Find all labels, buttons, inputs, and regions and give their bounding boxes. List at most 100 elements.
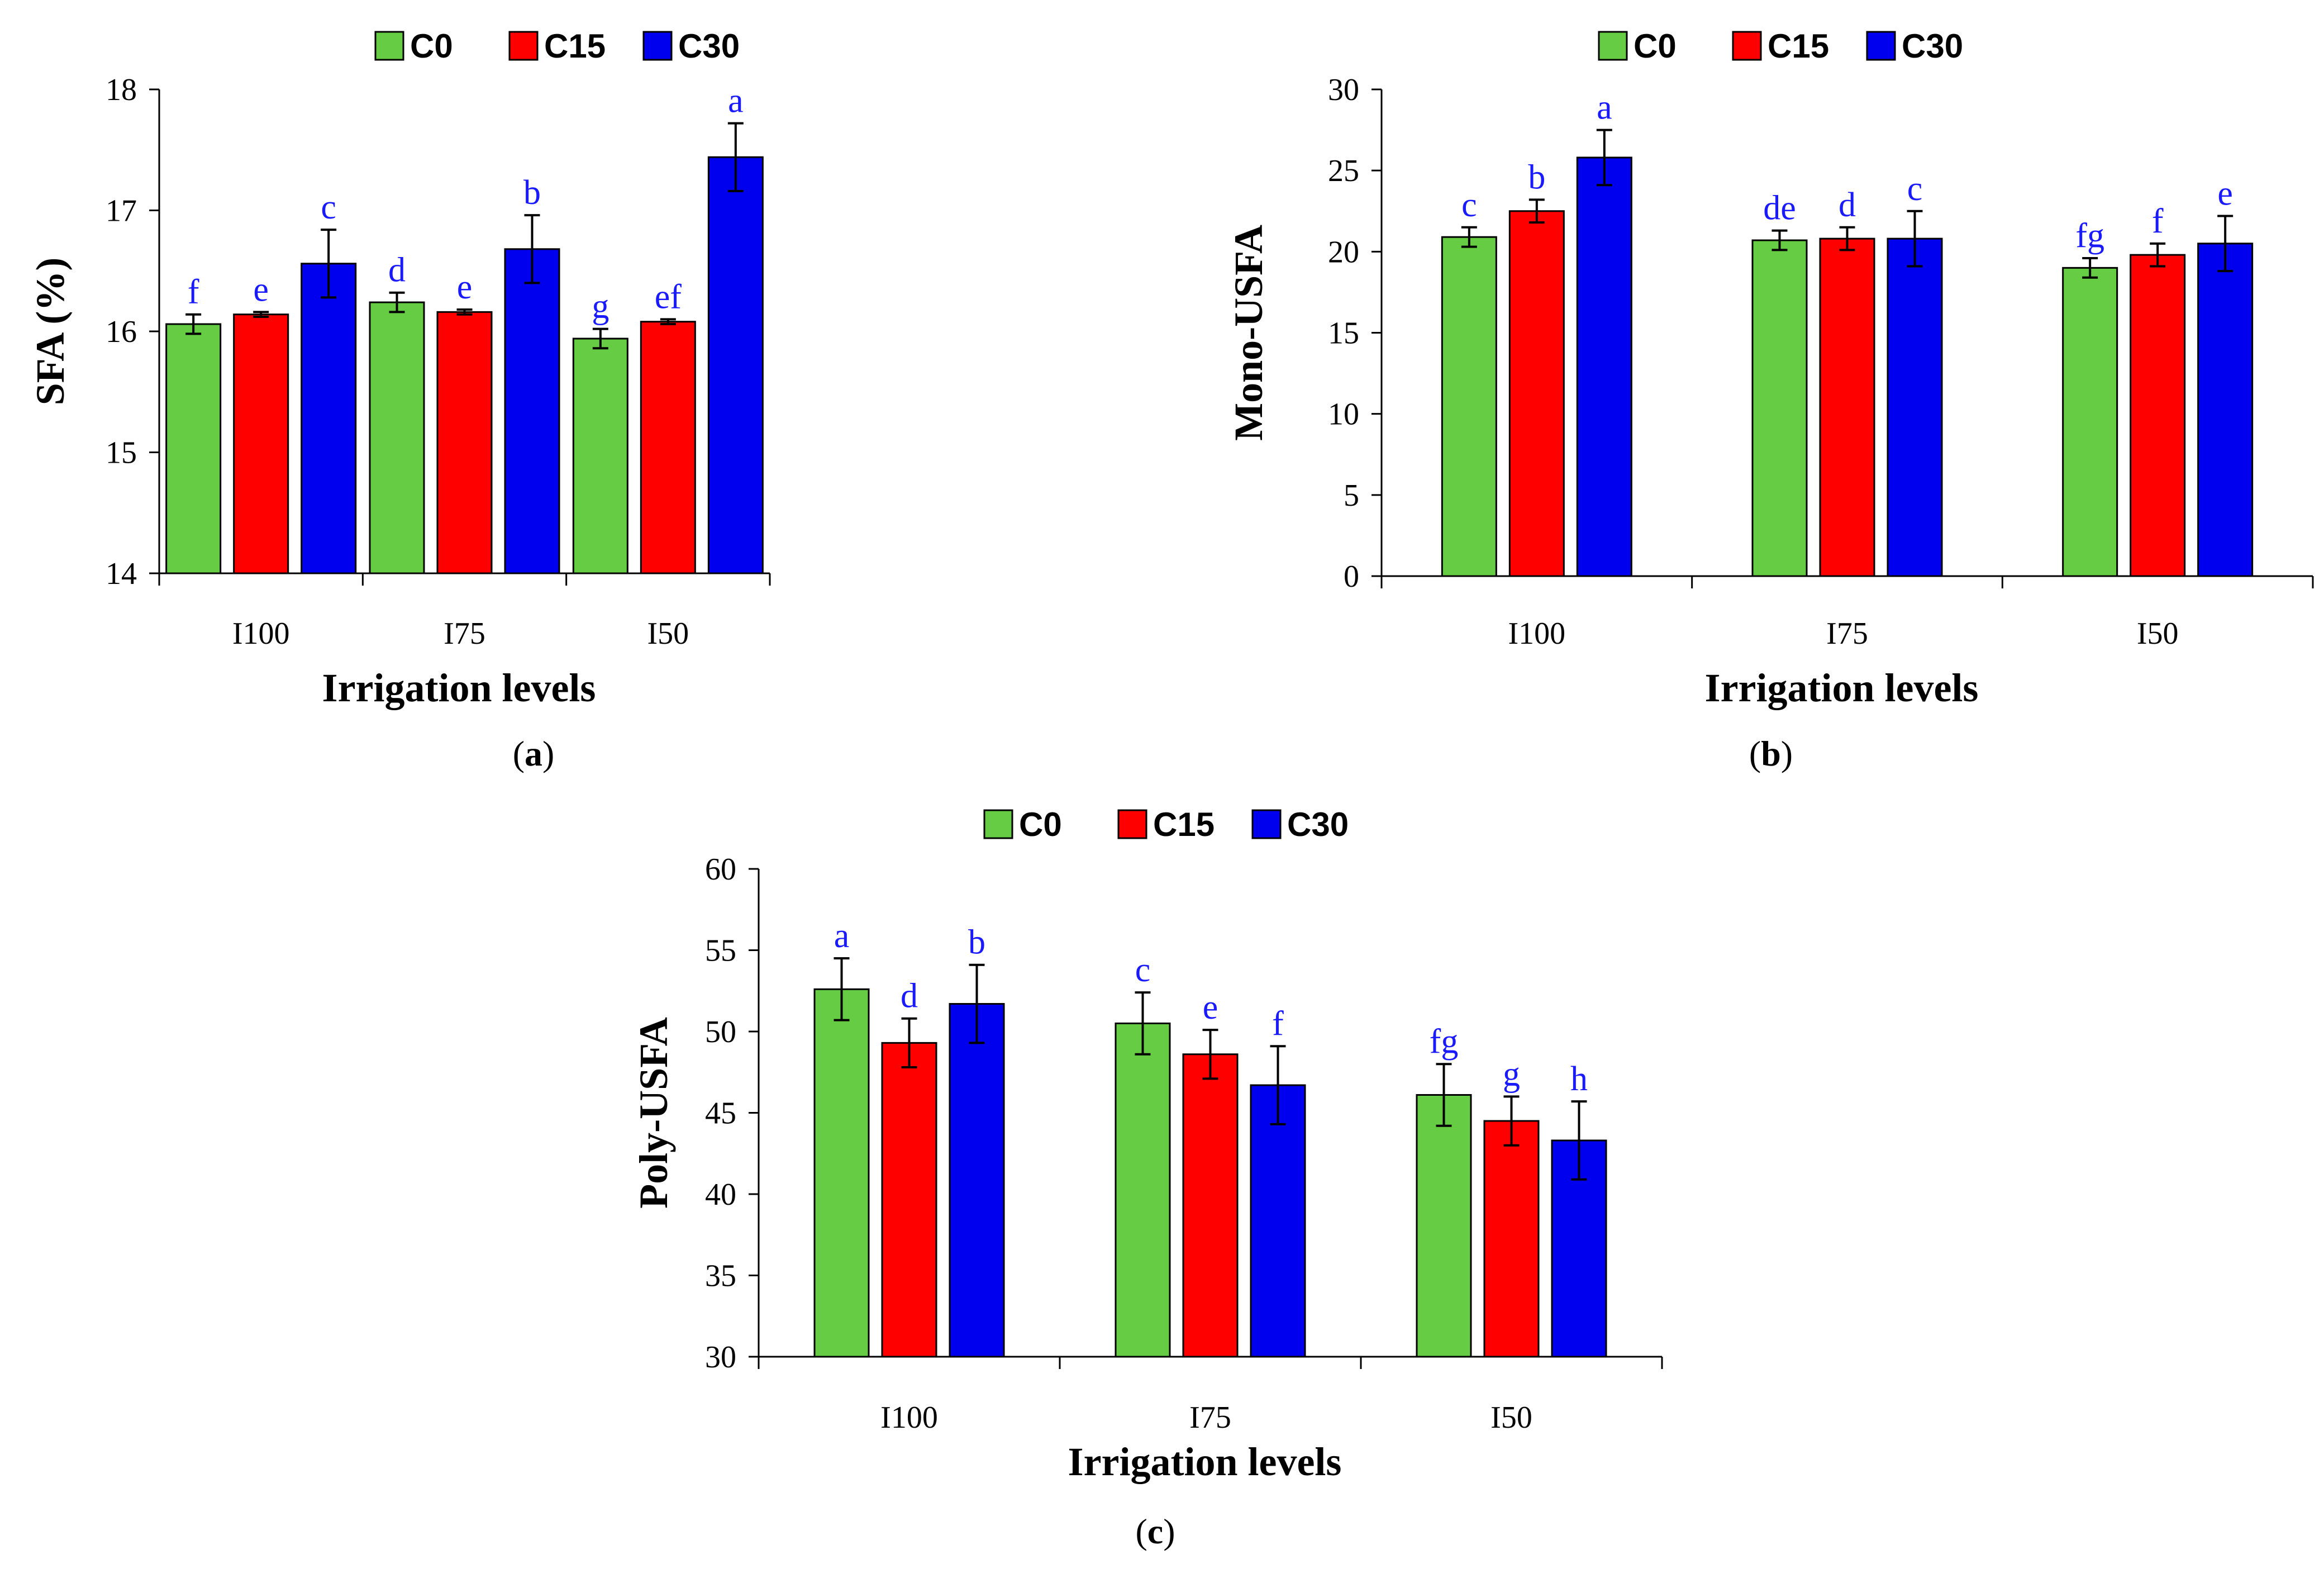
y-tick-label: 50	[705, 1015, 736, 1049]
x-tick-label-i75: I75	[1826, 616, 1868, 651]
y-tick-label: 40	[705, 1177, 736, 1212]
bar-c30-i50	[2197, 243, 2254, 577]
significance-letter: a	[728, 82, 744, 120]
y-tick-label: 60	[705, 852, 736, 887]
y-tick-label: 30	[705, 1340, 736, 1375]
legend: C0 C15 C30	[1598, 27, 1963, 65]
significance-letter: f	[1272, 1005, 1284, 1043]
legend-label-c15: C15	[1153, 806, 1215, 843]
significance-letter: a	[1597, 89, 1612, 127]
significance-letter: c	[1461, 186, 1477, 224]
x-tick-label-i100: I100	[880, 1400, 938, 1435]
significance-letter: e	[1203, 988, 1218, 1026]
significance-letter: ef	[655, 278, 682, 316]
bar-c15-i100	[881, 1042, 937, 1358]
significance-letter: fg	[2075, 217, 2104, 255]
y-tick-label: 15	[1328, 316, 1359, 351]
bar-c15-i50	[2130, 254, 2186, 577]
y-tick-label: 20	[1328, 235, 1359, 269]
significance-letter: e	[253, 270, 269, 308]
significance-letter: c	[1135, 951, 1151, 989]
bar-c30-i100	[1576, 156, 1632, 577]
legend-swatch-c15	[508, 31, 539, 61]
bar-c0-i100	[1441, 236, 1497, 577]
bar-c15-i50	[640, 321, 696, 574]
bar-c0-i50	[2062, 267, 2118, 577]
bar-c30-i50	[707, 156, 764, 574]
y-tick-label: 25	[1328, 154, 1359, 188]
bar-c0-i75	[1115, 1022, 1171, 1358]
bar-c30-i75	[504, 248, 560, 574]
significance-letter: e	[457, 268, 473, 306]
bar-c0-i100	[813, 988, 870, 1358]
bar-c0-i50	[572, 338, 628, 574]
legend: C0 C15 C30	[983, 806, 1349, 843]
significance-letter: c	[1907, 170, 1923, 208]
x-tick-label-i50: I50	[647, 616, 689, 651]
panel-label: (c)	[1135, 1512, 1175, 1551]
legend-label-c30: C30	[678, 27, 740, 65]
bar-c30-i100	[301, 263, 357, 574]
bar-c15-i100	[1508, 210, 1565, 577]
legend-label-c30: C30	[1902, 27, 1963, 65]
chart-panel-b: C0 C15 C30 0 5 10 15 20 25 30 I100 c b a I75 de d c I50 fg f…	[1226, 27, 2314, 773]
y-tick-label: 45	[705, 1096, 736, 1131]
legend-label-c0: C0	[410, 27, 453, 65]
significance-letter: g	[592, 288, 609, 326]
y-tick-label: 15	[106, 436, 137, 470]
legend-swatch-c30	[1251, 809, 1282, 839]
y-tick-label: 17	[106, 194, 137, 229]
significance-letter: f	[2152, 202, 2164, 240]
chart-panel-a: C0 C15 C30 14 15 16 17 18 I100 f e c I75 d e b I50 g ef a SF…	[28, 27, 771, 773]
bar-c30-i75	[1887, 237, 1943, 577]
significance-letter: b	[968, 924, 985, 962]
x-tick-label-i50: I50	[1490, 1400, 1532, 1435]
legend-swatch-c15	[1117, 809, 1147, 839]
legend: C0 C15 C30	[374, 27, 740, 65]
chart-panel-c: C0 C15 C30 30 35 40 45 50 55 60 I100 a d b I75 c e f I50 fg…	[631, 806, 1663, 1551]
y-axis-title: SFA (%)	[28, 258, 73, 406]
y-tick-label: 10	[1328, 397, 1359, 432]
y-tick-label: 14	[106, 557, 137, 591]
legend-swatch-c0	[374, 31, 404, 61]
bar-c15-i75	[1819, 237, 1875, 577]
x-tick-label-i75: I75	[1189, 1400, 1231, 1435]
bar-c0-i100	[165, 323, 222, 574]
bar-c0-i50	[1416, 1094, 1472, 1358]
bar-c0-i75	[1751, 239, 1808, 577]
legend-swatch-c30	[1866, 31, 1896, 61]
bar-c15-i100	[233, 313, 289, 574]
significance-letter: b	[1528, 158, 1545, 196]
significance-letter: a	[834, 917, 850, 955]
legend-label-c0: C0	[1634, 27, 1677, 65]
y-tick-label: 5	[1344, 478, 1359, 513]
significance-letter: f	[188, 273, 199, 311]
legend-swatch-c0	[983, 809, 1013, 839]
x-axis-title: Irrigation levels	[1068, 1439, 1342, 1484]
y-tick-label: 18	[106, 73, 137, 107]
bar-c15-i50	[1483, 1120, 1540, 1358]
significance-letter: d	[388, 251, 406, 289]
bar-c0-i75	[369, 301, 425, 574]
x-tick-label-i75: I75	[444, 616, 485, 651]
x-tick-label-i50: I50	[2137, 616, 2179, 651]
significance-letter: d	[1839, 186, 1856, 224]
legend-label-c30: C30	[1287, 806, 1349, 843]
bar-c30-i100	[949, 1003, 1005, 1358]
legend-swatch-c15	[1732, 31, 1762, 61]
legend-swatch-c0	[1598, 31, 1628, 61]
significance-letter: fg	[1430, 1023, 1459, 1061]
panel-label: (a)	[513, 734, 555, 773]
bar-c15-i75	[436, 311, 493, 574]
legend-label-c15: C15	[544, 27, 606, 65]
significance-letter: d	[901, 977, 918, 1015]
y-tick-label: 35	[705, 1259, 736, 1294]
bar-c15-i75	[1182, 1053, 1239, 1358]
x-axis-title: Irrigation levels	[322, 666, 596, 710]
bar-c30-i75	[1250, 1084, 1306, 1358]
legend-label-c0: C0	[1019, 806, 1062, 843]
legend-label-c15: C15	[1768, 27, 1829, 65]
significance-letter: b	[523, 174, 541, 212]
x-axis-title: Irrigation levels	[1705, 666, 1979, 710]
